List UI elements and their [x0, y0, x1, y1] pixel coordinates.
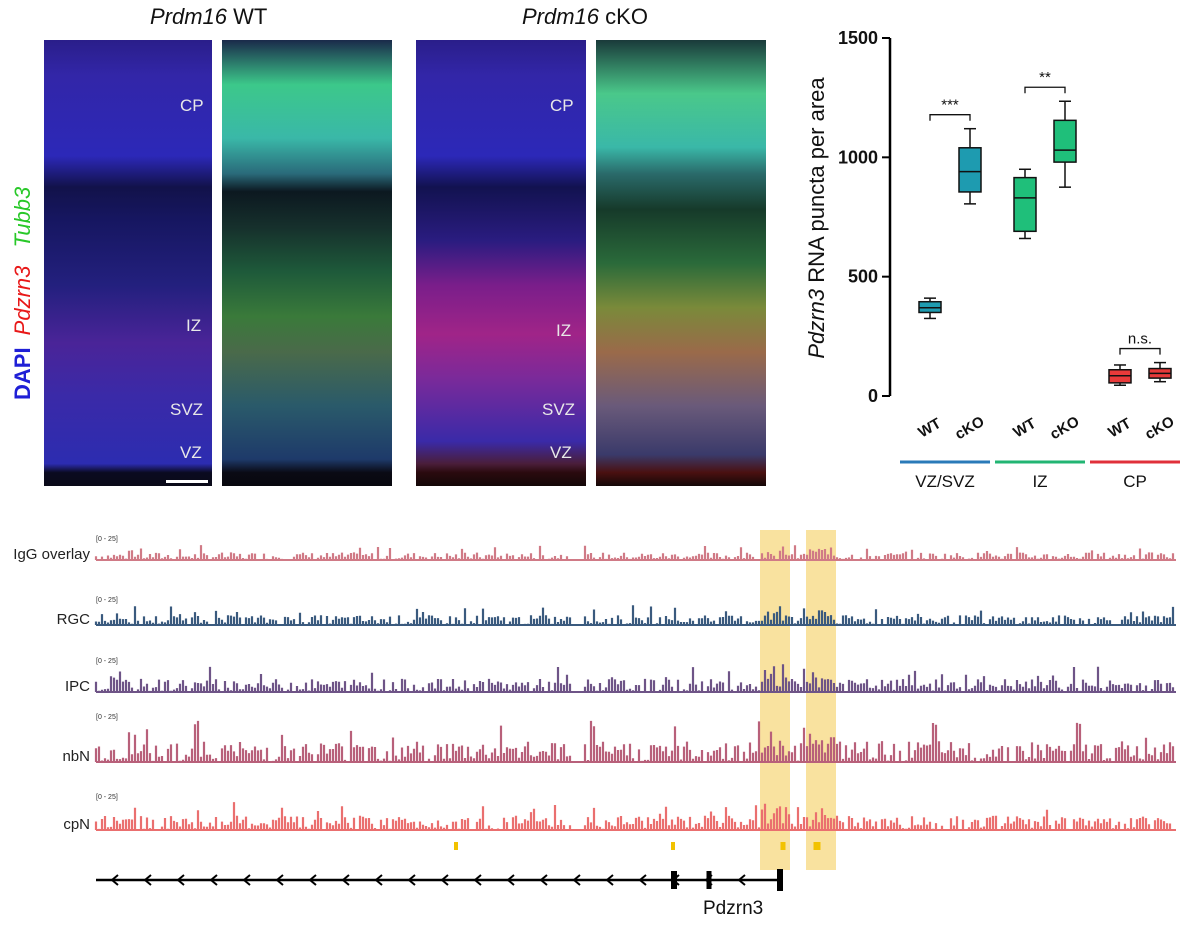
strand-arrow: [407, 874, 416, 886]
strand-arrow: [374, 874, 383, 886]
cko-merged-image: [596, 40, 766, 486]
stain-legend-text: DAPI Pdzrn3 Tubb3: [10, 187, 36, 400]
track-label: RGC: [56, 611, 90, 628]
y-tick-label: 1000: [838, 147, 878, 167]
track-bars: [94, 664, 1175, 692]
y-tick-label: 0: [868, 386, 878, 406]
peak-markers: [454, 842, 821, 850]
x-category-label: cKO: [1047, 413, 1082, 443]
gene-exon: [706, 871, 712, 889]
stain-dapi-label: DAPI: [10, 347, 35, 400]
track-signal: [94, 605, 1176, 626]
strand-arrow: [275, 874, 284, 886]
track-range-label: [0 - 25]: [96, 714, 118, 721]
strand-arrow: [209, 874, 218, 886]
cko-panel-title: Prdm16 cKO: [522, 4, 648, 30]
track-signal: [94, 664, 1176, 693]
tracks-svg: [94, 545, 1176, 891]
strand-arrow: [737, 874, 746, 886]
wt-dapi-pdzrn3-image: CP IZ SVZ VZ: [44, 40, 212, 486]
cko-title-gene: Prdm16: [522, 4, 600, 29]
cko-title-genotype: cKO: [599, 4, 648, 29]
track-bars: [94, 802, 1175, 830]
track-signal: [94, 720, 1176, 763]
strand-arrow: [242, 874, 251, 886]
y-tick-label: 1500: [838, 28, 878, 48]
track-label: IgG overlay: [13, 546, 90, 563]
group-label: CP: [1123, 472, 1147, 491]
track-range-label: [0 - 25]: [96, 658, 118, 665]
layer-label-cp: CP: [180, 96, 204, 115]
track-bars: [94, 605, 1175, 625]
strand-arrow: [341, 874, 350, 886]
y-tick-label: 500: [848, 267, 878, 287]
box-plot-chart: Pdzrn3 RNA puncta per area 0 500 1000 1500 W…: [804, 28, 1180, 491]
strand-arrow: [110, 874, 119, 886]
layer-label-svz-cko: SVZ: [542, 400, 576, 419]
strand-arrow: [539, 874, 548, 886]
gene-exon: [671, 871, 677, 889]
track-label: IPC: [64, 678, 90, 695]
peak-marker: [813, 842, 821, 850]
significance-bracket: [1024, 86, 1066, 94]
significance-label: n.s.: [1128, 331, 1152, 348]
gene-model: [96, 869, 783, 891]
genome-browser-tracks: Pdzrn3 [0 - 25] IgG overlay [0 - 25] RGC [0 …: [0, 500, 1200, 949]
peak-marker: [780, 842, 786, 850]
stain-tubb3-label: Tubb3: [10, 186, 35, 248]
cko-dapi-pdzrn3-image: CP IZ SVZ VZ: [416, 40, 586, 486]
track-signal: [94, 545, 1176, 561]
strand-arrow: [176, 874, 185, 886]
group-label: VZ/SVZ: [915, 472, 975, 491]
strand-arrow: [605, 874, 614, 886]
layer-label-cp-cko: CP: [550, 96, 574, 115]
track-range-label: [0 - 25]: [96, 536, 118, 543]
box-body: [1013, 176, 1037, 233]
y-axis-label: Pdzrn3 RNA puncta per area: [804, 77, 829, 359]
strand-arrow: [506, 874, 515, 886]
layer-label-vz: VZ: [180, 443, 202, 462]
gene-exon: [777, 869, 783, 891]
x-category-label: cKO: [952, 413, 987, 443]
layer-label-vz-cko: VZ: [550, 443, 572, 462]
gene-name-label: Pdzrn3: [703, 898, 764, 919]
track-range-label: [0 - 25]: [96, 794, 118, 801]
track-label: nbN: [62, 748, 90, 765]
track-range-label: [0 - 25]: [96, 597, 118, 604]
x-category-label: WT: [1105, 415, 1134, 441]
significance-label: **: [1039, 69, 1051, 86]
wt-title-gene: Prdm16: [150, 4, 228, 29]
strand-arrow: [143, 874, 152, 886]
track-signal: [94, 802, 1176, 831]
track-bars: [94, 720, 1175, 762]
strand-arrow: [308, 874, 317, 886]
strand-arrow: [572, 874, 581, 886]
scale-bar: [166, 480, 208, 483]
significance-bracket: [929, 114, 971, 121]
layer-label-iz-cko: IZ: [556, 321, 572, 340]
box-body: [958, 147, 982, 193]
x-category-label: cKO: [1142, 413, 1177, 443]
layer-label-iz: IZ: [186, 316, 202, 335]
track-label: cpN: [63, 816, 90, 833]
wt-merged-image: [222, 40, 392, 486]
box-body: [1053, 119, 1077, 163]
peak-marker: [671, 842, 675, 850]
group-label: IZ: [1032, 472, 1047, 491]
peak-marker: [454, 842, 458, 850]
wt-title-genotype: WT: [227, 4, 268, 29]
strand-arrow: [473, 874, 482, 886]
stain-pdzrn3-label: Pdzrn3: [10, 265, 35, 336]
significance-bracket: [1119, 347, 1161, 355]
wt-panel-title: Prdm16 WT: [150, 4, 267, 30]
strand-arrow: [440, 874, 449, 886]
stain-legend: DAPI Pdzrn3 Tubb3: [8, 110, 42, 410]
strand-arrow: [638, 874, 647, 886]
track-bars: [94, 545, 1175, 560]
x-category-label: WT: [915, 415, 944, 441]
layer-label-svz: SVZ: [170, 400, 204, 419]
x-category-label: WT: [1010, 415, 1039, 441]
significance-label: ***: [941, 97, 959, 114]
